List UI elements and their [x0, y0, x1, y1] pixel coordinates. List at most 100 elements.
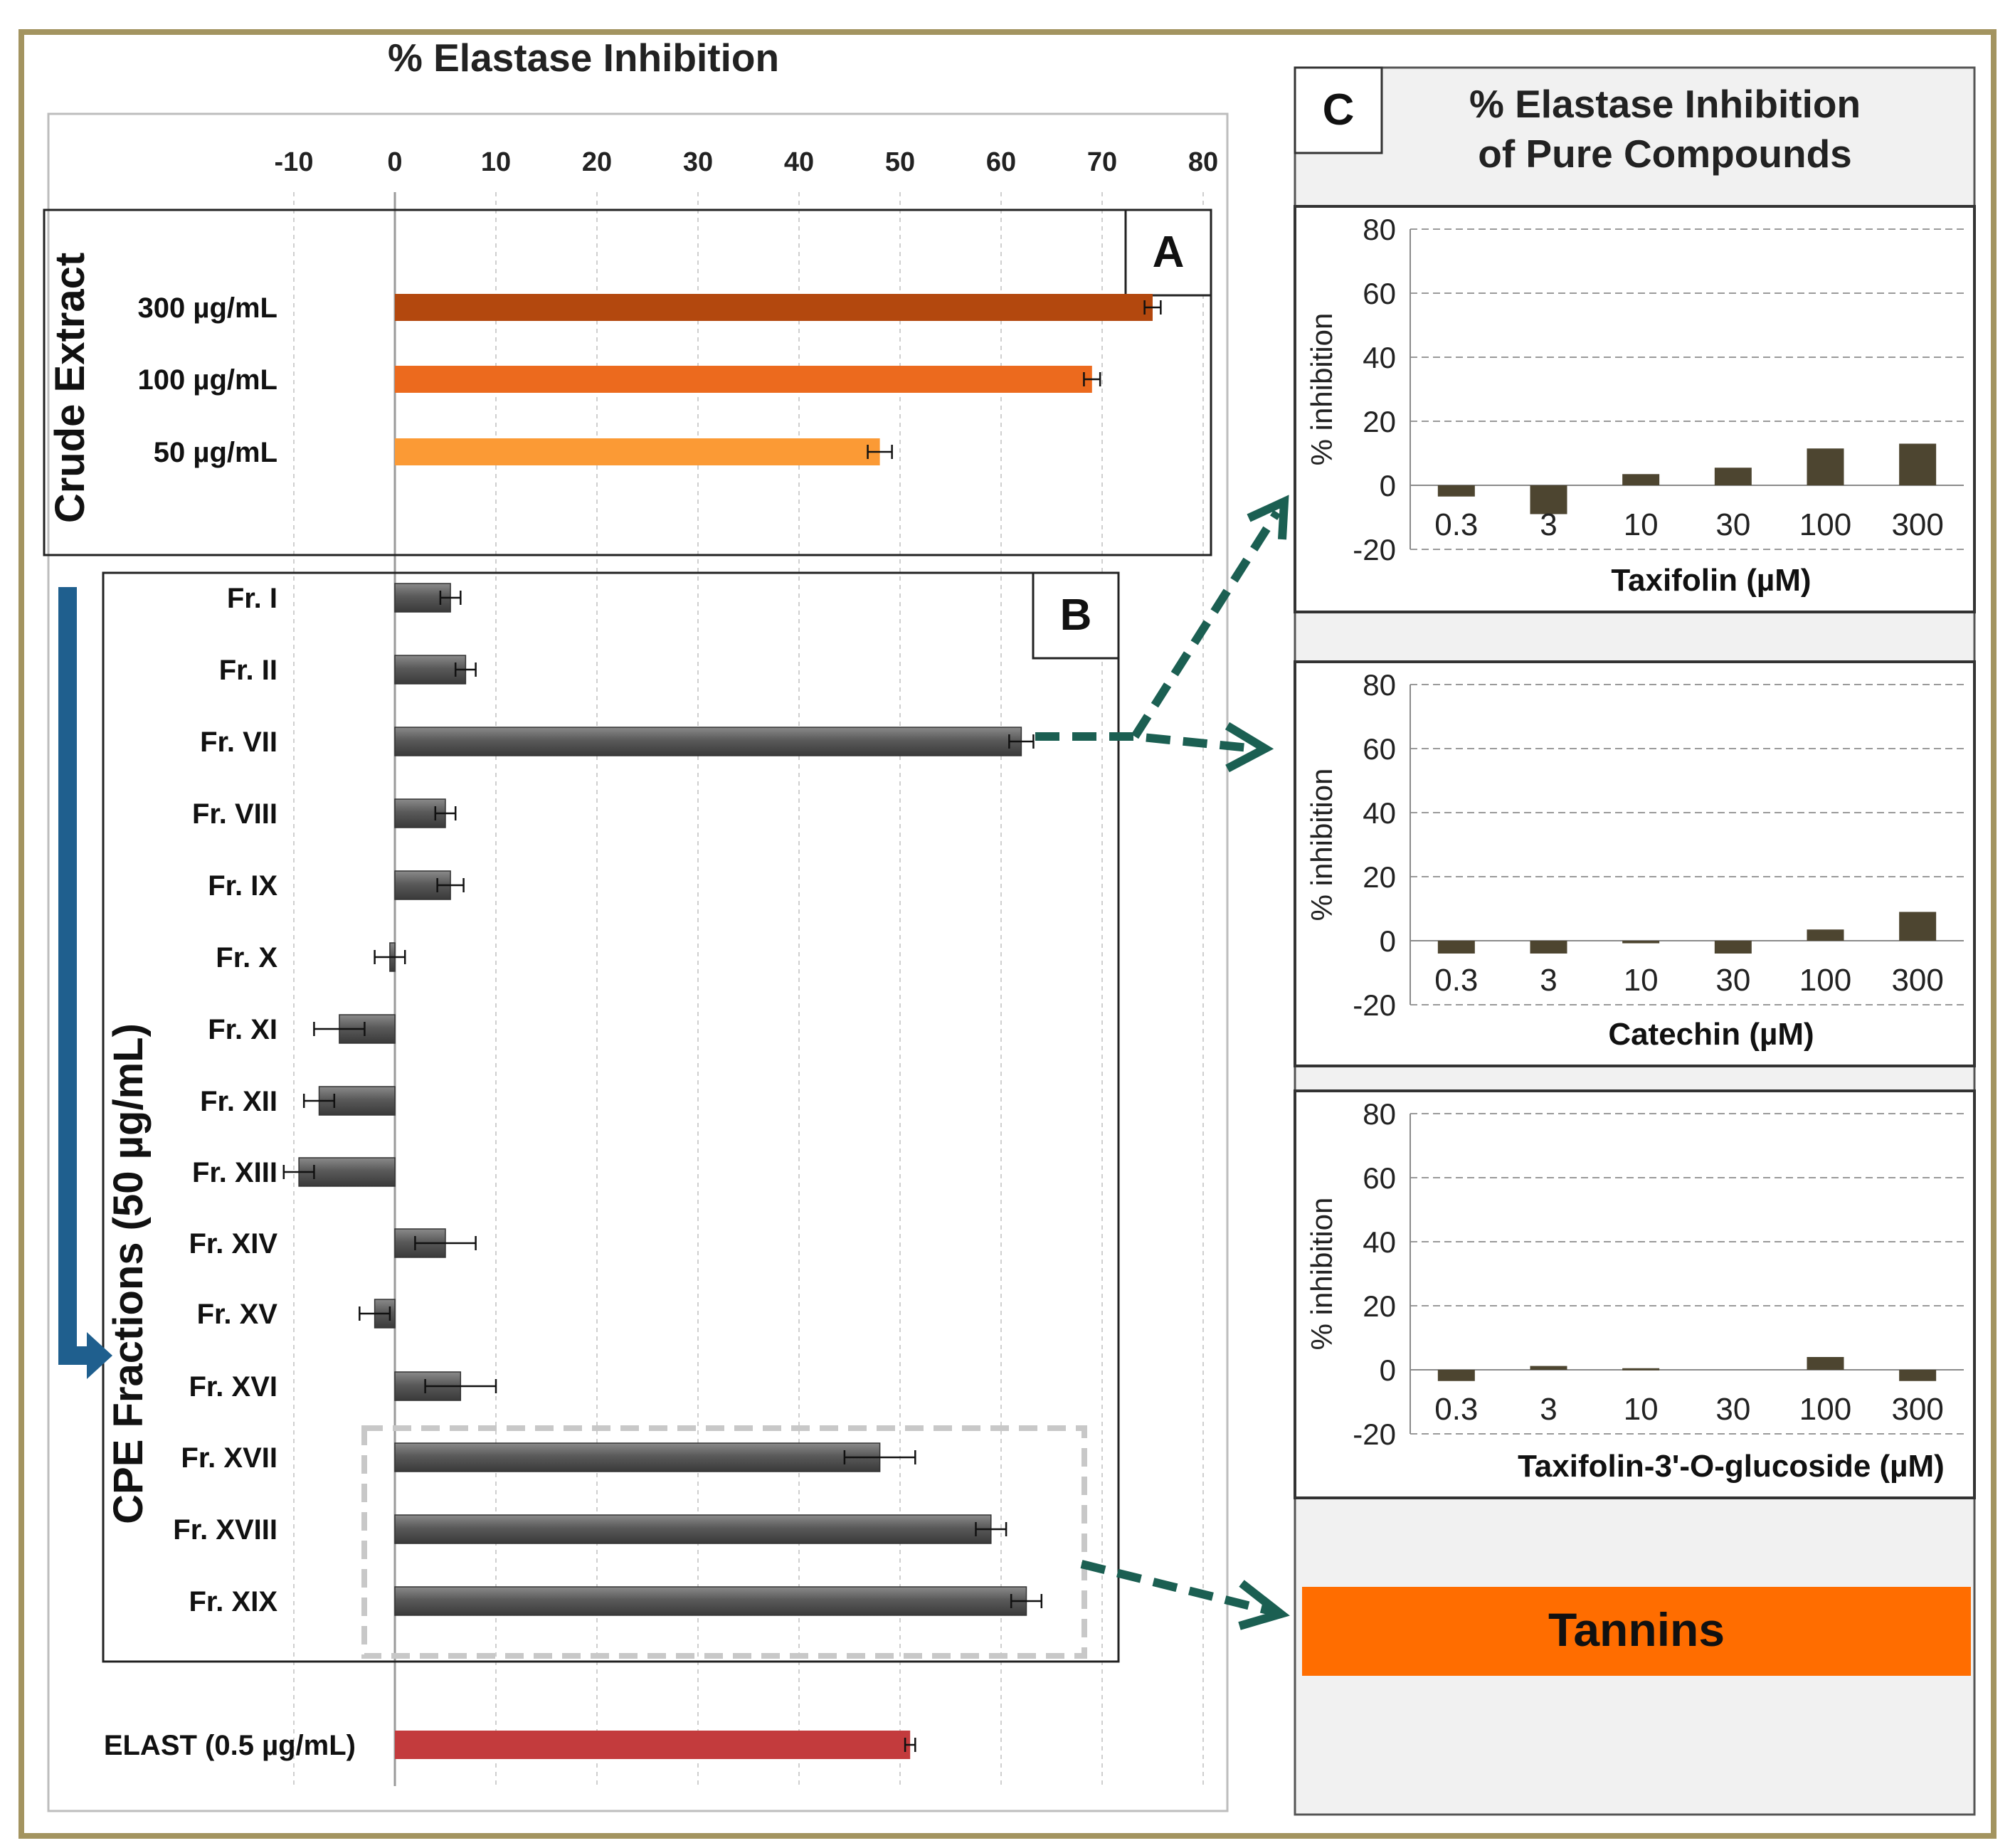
category-label: Fr. XIV: [189, 1228, 278, 1260]
bar: [395, 1731, 911, 1759]
y-tick-label: 0: [1380, 469, 1396, 502]
subchart-frame: [1294, 660, 1976, 1067]
bar: [395, 294, 1153, 321]
teal-arrows: [1035, 495, 1290, 1630]
x-tick-label: 10: [1624, 507, 1659, 542]
bar: [1530, 1366, 1567, 1370]
category-label: Fr. X: [216, 942, 277, 973]
y-tick-label: 80: [1363, 1097, 1396, 1131]
y-tick-label: 20: [1363, 860, 1396, 894]
category-label: Fr. XIII: [192, 1157, 277, 1188]
y-tick-label: 40: [1363, 796, 1396, 830]
bar: [1807, 1357, 1844, 1370]
bar: [1622, 941, 1660, 944]
x-axis-label: Taxifolin-3'-O-glucoside (µM): [1518, 1449, 1945, 1484]
category-label: Fr. XV: [197, 1299, 278, 1330]
bar: [1899, 912, 1937, 941]
arrow-to-catechin-head: [1225, 722, 1274, 773]
y-axis-label: % inhibition: [1305, 769, 1338, 922]
x-tick-label: 30: [1715, 963, 1750, 998]
x-tick-label: 20: [582, 147, 612, 177]
bar: [1899, 1370, 1937, 1381]
category-label: Fr. VIII: [192, 798, 277, 830]
x-tick-label: 0.3: [1434, 507, 1478, 542]
panel-b-frame: [102, 571, 1120, 1663]
y-tick-label: 20: [1363, 405, 1396, 438]
bar: [1714, 468, 1752, 485]
bar: [394, 1514, 992, 1544]
y-tick-label: 40: [1363, 1225, 1396, 1259]
taxifolin-glucoside-subchart: -20 0 20 40 60 80 0.3 3 10 30 100 300 % inhibition Ta…: [1294, 1089, 1976, 1499]
bar: [1714, 941, 1752, 954]
main-title: % Elastase Inhibition: [388, 36, 779, 80]
category-label: Fr. XVII: [181, 1442, 277, 1474]
x-tick-label: 300: [1891, 507, 1943, 542]
cpe-group-label: CPE Fractions (50 µg/mL): [105, 1023, 152, 1524]
panel-c-label-box: [1294, 66, 1383, 154]
y-tick-label: 20: [1363, 1289, 1396, 1323]
panel-a-label-box: [1124, 208, 1212, 297]
tannin-fractions-highlight: [361, 1425, 1087, 1659]
panel-a-label: A: [1153, 228, 1185, 277]
y-tick-label: 60: [1363, 732, 1396, 766]
bar: [395, 366, 1092, 393]
arrow-to-tannins: [1080, 1560, 1275, 1616]
category-label: Fr. XIX: [189, 1586, 278, 1617]
taxifolin-subchart: -20 0 20 40 60 80 0.3 3 10 30 100 300 % inhibition Ta…: [1294, 205, 1976, 613]
y-tick-label: 80: [1363, 213, 1396, 246]
bar: [395, 438, 880, 465]
y-axis-label: % inhibition: [1305, 1198, 1338, 1351]
x-tick-label: 80: [1188, 147, 1218, 177]
x-tick-label: 3: [1540, 507, 1557, 542]
y-tick-label: 60: [1363, 1161, 1396, 1195]
y-tick-label: -20: [1353, 988, 1396, 1022]
bar: [1899, 443, 1937, 485]
bar: [394, 1442, 881, 1472]
bar: [1437, 941, 1475, 954]
bar: [1807, 929, 1844, 941]
subchart-frame: [1294, 205, 1976, 613]
x-tick-label: 0.3: [1434, 1392, 1478, 1427]
category-label: Fr. I: [227, 583, 277, 614]
category-label: Fr. VII: [200, 727, 277, 758]
category-label: 100 µg/mL: [138, 364, 277, 396]
y-tick-label: 40: [1363, 341, 1396, 374]
y-tick-label: 80: [1363, 668, 1396, 702]
subchart-frame: [1294, 1089, 1976, 1499]
panel-c-title-1: % Elastase Inhibition: [1469, 82, 1861, 126]
category-label: Fr. XII: [200, 1086, 277, 1117]
x-axis-label: Taxifolin (µM): [1611, 563, 1811, 598]
x-tick-label: 3: [1540, 1392, 1557, 1427]
bar: [1622, 474, 1660, 485]
x-tick-label: 30: [683, 147, 713, 177]
x-tick-label: 10: [1624, 1392, 1659, 1427]
x-tick-label: 70: [1087, 147, 1117, 177]
x-tick-label: 30: [1715, 1392, 1750, 1427]
bar: [1530, 941, 1567, 954]
main-category-labels: 300 µg/mL 100 µg/mL 50 µg/mL Fr. I Fr. II Fr.…: [104, 292, 356, 1761]
main-bars: [282, 294, 1162, 1759]
x-tick-label: 50: [885, 147, 915, 177]
category-label: Fr. XI: [208, 1014, 277, 1045]
catechin-subchart: -20 0 20 40 60 80 0.3 3 10 30 100 300 % inhibition Ca…: [1294, 660, 1976, 1067]
x-tick-label: 0.3: [1434, 963, 1478, 998]
x-tick-label: 30: [1715, 507, 1750, 542]
x-tick-label: 300: [1891, 1392, 1943, 1427]
y-tick-label: 0: [1380, 1353, 1396, 1387]
category-label: ELAST (0.5 µg/mL): [104, 1730, 356, 1761]
arrow-to-taxifolin-head: [1247, 495, 1289, 540]
x-tick-label: 100: [1799, 1392, 1851, 1427]
bar: [1437, 485, 1475, 497]
panel-a-frame: [43, 208, 1212, 556]
x-tick-label: 10: [1624, 963, 1659, 998]
bar: [1622, 1368, 1660, 1371]
category-label: 300 µg/mL: [138, 292, 277, 324]
bar: [1530, 485, 1567, 514]
tannins-box: [1302, 1587, 1971, 1676]
main-x-tick-labels: -10 0 10 20 30 40 50 60 70 80: [275, 147, 1219, 177]
crude-group-label: Crude Extract: [47, 253, 93, 523]
bar: [1437, 1370, 1475, 1381]
y-tick-label: 60: [1363, 277, 1396, 310]
arrow-to-taxifolin: [1131, 509, 1281, 739]
y-tick-label: -20: [1353, 533, 1396, 566]
